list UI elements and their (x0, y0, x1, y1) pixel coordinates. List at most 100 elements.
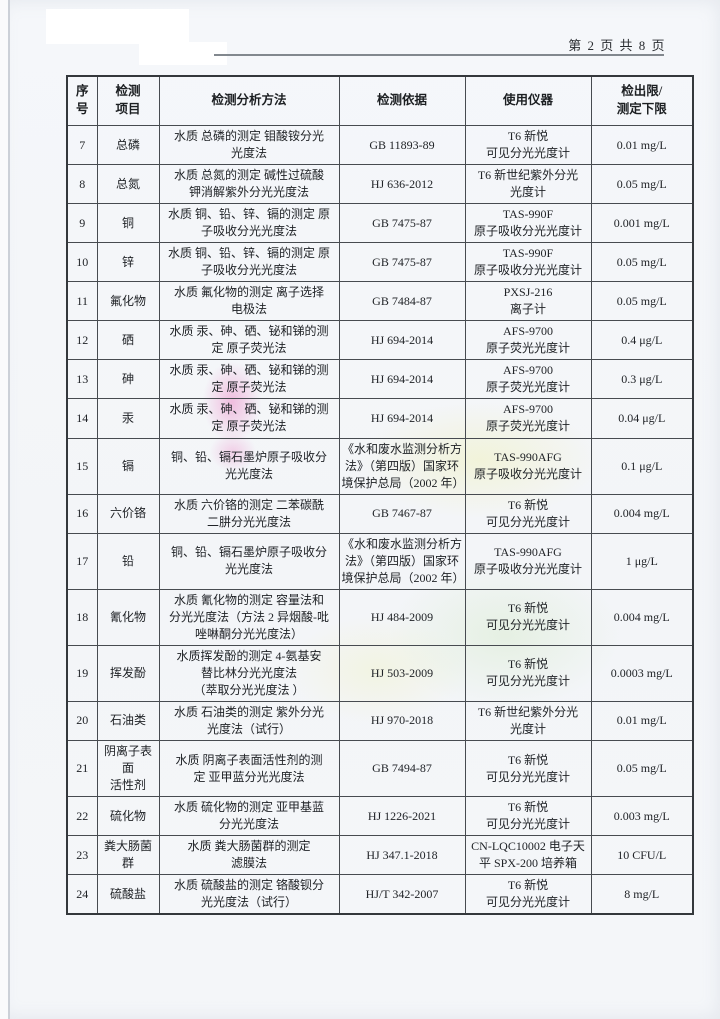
redaction-box-top (46, 9, 189, 44)
test-item-cell: 粪大肠菌群 (96, 835, 160, 876)
table-row: 17 铅 铜、铅、镉石墨炉原子吸收分 光光度法 《水和废水监测分析方 法》（第四… (66, 532, 694, 590)
test-basis-cell: 《水和废水监测分析方 法》（第四版）国家环 境保护总局（2002 年） (338, 437, 466, 495)
detection-limit-cell: 0.0003 mg/L (590, 644, 694, 702)
test-item-cell: 砷 (96, 359, 160, 400)
detection-limit-cell: 0.3 μg/L (590, 359, 694, 400)
serial-number-cell: 18 (66, 588, 98, 646)
serial-number-cell: 9 (66, 203, 98, 244)
analysis-method-cell: 水质 总氮的测定 碱性过硫酸 钾消解紫外分光光度法 (158, 164, 340, 205)
detection-limit-cell: 0.01 mg/L (590, 124, 694, 166)
serial-number-cell: 13 (66, 359, 98, 400)
table-row: 16 六价铬 水质 六价铬的测定 二苯碳酰 二肼分光光度法 GB 7467-87… (66, 493, 694, 534)
table-row: 10 锌 水质 铜、铅、锌、镉的测定 原 子吸收分光光度法 GB 7475-87… (66, 242, 694, 283)
instrument-cell: TAS-990AFG 原子吸收分光光度计 (464, 532, 592, 590)
serial-number-cell: 11 (66, 281, 98, 322)
detection-limit-cell: 0.05 mg/L (590, 242, 694, 283)
analysis-method-cell: 水质 汞、砷、硒、铋和锑的测 定 原子荧光法 (158, 359, 340, 400)
test-basis-cell: GB 7494-87 (338, 739, 466, 798)
analysis-method-cell: 水质 石油类的测定 紫外分光 光度法（试行） (158, 700, 340, 742)
serial-number-cell: 23 (66, 835, 98, 876)
test-basis-cell: HJ 970-2018 (338, 700, 466, 742)
table-row: 24 硫酸盐 水质 硫酸盐的测定 铬酸钡分 光光度法（试行） HJ/T 342-… (66, 874, 694, 915)
test-basis-cell: HJ 694-2014 (338, 320, 466, 361)
serial-number-cell: 16 (66, 493, 98, 534)
test-item-cell: 氰化物 (96, 588, 160, 646)
table-row: 15 镉 铜、铅、镉石墨炉原子吸收分 光光度法 《水和废水监测分析方 法》（第四… (66, 437, 694, 495)
table-row: 14 汞 水质 汞、砷、硒、铋和锑的测 定 原子荧光法 HJ 694-2014 … (66, 398, 694, 439)
table-row: 23 粪大肠菌群 水质 粪大肠菌群的测定 滤膜法 HJ 347.1-2018 C… (66, 835, 694, 876)
test-item-cell: 铜 (96, 203, 160, 244)
table-row: 8 总氮 水质 总氮的测定 碱性过硫酸 钾消解紫外分光光度法 HJ 636-20… (66, 164, 694, 205)
analysis-method-cell: 水质挥发酚的测定 4-氨基安 替比林分光光度法 （萃取分光光度法 ） (158, 644, 340, 702)
col-header-test-basis: 检测依据 (338, 75, 466, 126)
table-row: 18 氰化物 水质 氰化物的测定 容量法和 分光光度法（方法 2 异烟酸-吡 唑… (66, 588, 694, 646)
analysis-method-cell: 水质 氰化物的测定 容量法和 分光光度法（方法 2 异烟酸-吡 唑啉酮分光光度法… (158, 588, 340, 646)
test-methods-table: 序号 检测 项目 检测分析方法 检测依据 使用仪器 检出限/ 测定下限 7 总磷… (66, 75, 694, 916)
instrument-cell: T6 新世纪紫外分光 光度计 (464, 700, 592, 742)
instrument-cell: AFS-9700 原子荧光光度计 (464, 320, 592, 361)
serial-number-cell: 14 (66, 398, 98, 439)
detection-limit-cell: 0.04 μg/L (590, 398, 694, 439)
col-header-serial-number: 序号 (66, 75, 98, 126)
test-basis-cell: HJ/T 342-2007 (338, 874, 466, 915)
letterhead-rule (214, 54, 664, 56)
scan-left-margin (0, 0, 8, 1019)
table-row: 9 铜 水质 铜、铅、锌、镉的测定 原 子吸收分光光度法 GB 7475-87 … (66, 203, 694, 244)
detection-limit-cell: 0.05 mg/L (590, 164, 694, 205)
test-basis-cell: GB 7467-87 (338, 493, 466, 534)
test-basis-cell: 《水和废水监测分析方 法》（第四版）国家环 境保护总局（2002 年） (338, 532, 466, 590)
instrument-cell: T6 新悦 可见分光光度计 (464, 124, 592, 166)
instrument-cell: AFS-9700 原子荧光光度计 (464, 359, 592, 400)
detection-limit-cell: 0.05 mg/L (590, 281, 694, 322)
table-header-row: 序号 检测 项目 检测分析方法 检测依据 使用仪器 检出限/ 测定下限 (66, 75, 694, 126)
table-row: 21 阴离子表面 活性剂 水质 阴离子表面活性剂的测 定 亚甲蓝分光光度法 GB… (66, 739, 694, 798)
test-item-cell: 锌 (96, 242, 160, 283)
test-basis-cell: HJ 503-2009 (338, 644, 466, 702)
instrument-cell: T6 新悦 可见分光光度计 (464, 588, 592, 646)
test-item-cell: 总氮 (96, 164, 160, 205)
detection-limit-cell: 0.01 mg/L (590, 700, 694, 742)
test-item-cell: 铅 (96, 532, 160, 590)
test-item-cell: 挥发酚 (96, 644, 160, 702)
serial-number-cell: 12 (66, 320, 98, 361)
instrument-cell: T6 新世纪紫外分光 光度计 (464, 164, 592, 205)
col-header-instrument: 使用仪器 (464, 75, 592, 126)
test-item-cell: 六价铬 (96, 493, 160, 534)
col-header-test-item: 检测 项目 (96, 75, 160, 126)
analysis-method-cell: 水质 汞、砷、硒、铋和锑的测 定 原子荧光法 (158, 320, 340, 361)
instrument-cell: AFS-9700 原子荧光光度计 (464, 398, 592, 439)
detection-limit-cell: 0.003 mg/L (590, 796, 694, 837)
serial-number-cell: 10 (66, 242, 98, 283)
test-basis-cell: GB 7475-87 (338, 242, 466, 283)
page-number: 第 2 页 共 8 页 (568, 38, 666, 53)
instrument-cell: CN-LQC10002 电子天 平 SPX-200 培养箱 (464, 835, 592, 876)
serial-number-cell: 20 (66, 700, 98, 742)
serial-number-cell: 22 (66, 796, 98, 837)
detection-limit-cell: 0.004 mg/L (590, 493, 694, 534)
test-basis-cell: GB 7484-87 (338, 281, 466, 322)
test-basis-cell: HJ 347.1-2018 (338, 835, 466, 876)
detection-limit-cell: 0.1 μg/L (590, 437, 694, 495)
analysis-method-cell: 水质 铜、铅、锌、镉的测定 原 子吸收分光光度法 (158, 242, 340, 283)
detection-limit-cell: 8 mg/L (590, 874, 694, 915)
table-row: 13 砷 水质 汞、砷、硒、铋和锑的测 定 原子荧光法 HJ 694-2014 … (66, 359, 694, 400)
test-basis-cell: HJ 636-2012 (338, 164, 466, 205)
serial-number-cell: 24 (66, 874, 98, 915)
test-basis-cell: HJ 484-2009 (338, 588, 466, 646)
detection-limit-cell: 0.004 mg/L (590, 588, 694, 646)
test-basis-cell: HJ 694-2014 (338, 359, 466, 400)
test-item-cell: 镉 (96, 437, 160, 495)
serial-number-cell: 17 (66, 532, 98, 590)
table-row: 11 氟化物 水质 氟化物的测定 离子选择 电极法 GB 7484-87 PXS… (66, 281, 694, 322)
analysis-method-cell: 水质 硫酸盐的测定 铬酸钡分 光光度法（试行） (158, 874, 340, 915)
test-item-cell: 石油类 (96, 700, 160, 742)
detection-limit-cell: 0.4 μg/L (590, 320, 694, 361)
analysis-method-cell: 铜、铅、镉石墨炉原子吸收分 光光度法 (158, 532, 340, 590)
detection-limit-cell: 0.001 mg/L (590, 203, 694, 244)
test-item-cell: 氟化物 (96, 281, 160, 322)
instrument-cell: TAS-990F 原子吸收分光光度计 (464, 242, 592, 283)
table-row: 20 石油类 水质 石油类的测定 紫外分光 光度法（试行） HJ 970-201… (66, 700, 694, 742)
analysis-method-cell: 水质 铜、铅、锌、镉的测定 原 子吸收分光光度法 (158, 203, 340, 244)
test-item-cell: 硒 (96, 320, 160, 361)
instrument-cell: TAS-990F 原子吸收分光光度计 (464, 203, 592, 244)
